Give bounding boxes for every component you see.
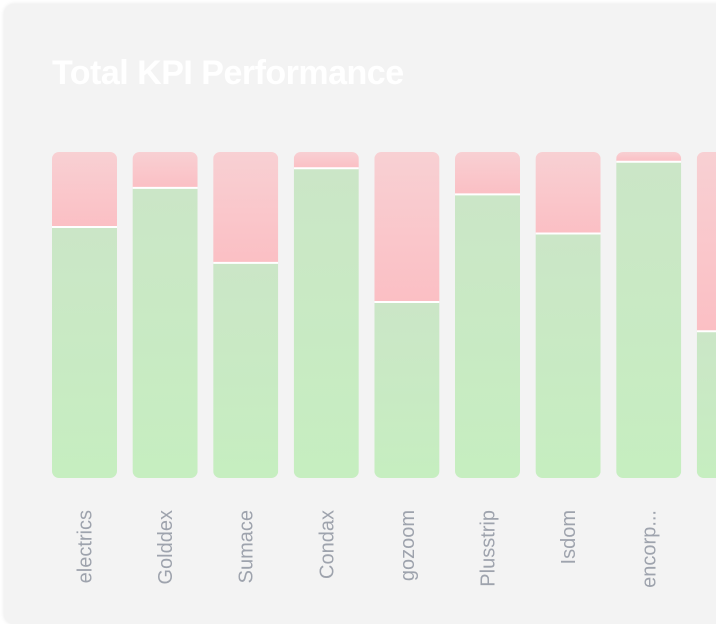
bar-segment-achieved-5[interactable] <box>455 194 520 478</box>
bar-segment-achieved-7[interactable] <box>616 161 682 478</box>
bar-segment-remaining-6[interactable] <box>535 152 601 234</box>
bar-segment-achieved-4[interactable] <box>374 301 440 478</box>
bar-segment-achieved-6[interactable] <box>535 233 601 479</box>
bar-segment-remaining-7[interactable] <box>616 152 682 162</box>
bar-segment-remaining-3[interactable] <box>293 152 359 169</box>
x-tick-label: gozoom <box>397 510 419 581</box>
bar-segment-remaining-5[interactable] <box>455 152 520 195</box>
x-tick-label: Isdom <box>558 510 580 564</box>
x-tick-label: Sumace <box>236 510 258 583</box>
bar-segment-achieved-0[interactable] <box>52 226 117 478</box>
bar-segment-remaining-1[interactable] <box>132 152 198 188</box>
bar-segment-remaining-4[interactable] <box>374 152 440 302</box>
bar-segment-achieved-2[interactable] <box>213 262 279 478</box>
x-tick-label: encorp... <box>639 510 661 588</box>
bar-segment-remaining-0[interactable] <box>52 152 117 227</box>
x-tick-label: Condax <box>316 510 338 579</box>
bar-segment-remaining-2[interactable] <box>213 152 279 263</box>
stacked-bar-chart: electrics Golddex Sumace Condax gozoom Plusst… <box>52 152 716 588</box>
x-tick-label: Golddex <box>155 510 177 585</box>
x-tick-label: Plusstrip <box>478 510 500 587</box>
bar-segment-achieved-3[interactable] <box>293 168 359 478</box>
x-tick-label: electrics <box>75 510 97 583</box>
chart-title: Total KPI Performance <box>52 54 404 92</box>
bar-segment-achieved-8[interactable] <box>696 331 716 478</box>
bar-segment-remaining-8[interactable] <box>696 152 716 332</box>
bar-segment-achieved-1[interactable] <box>132 187 198 478</box>
